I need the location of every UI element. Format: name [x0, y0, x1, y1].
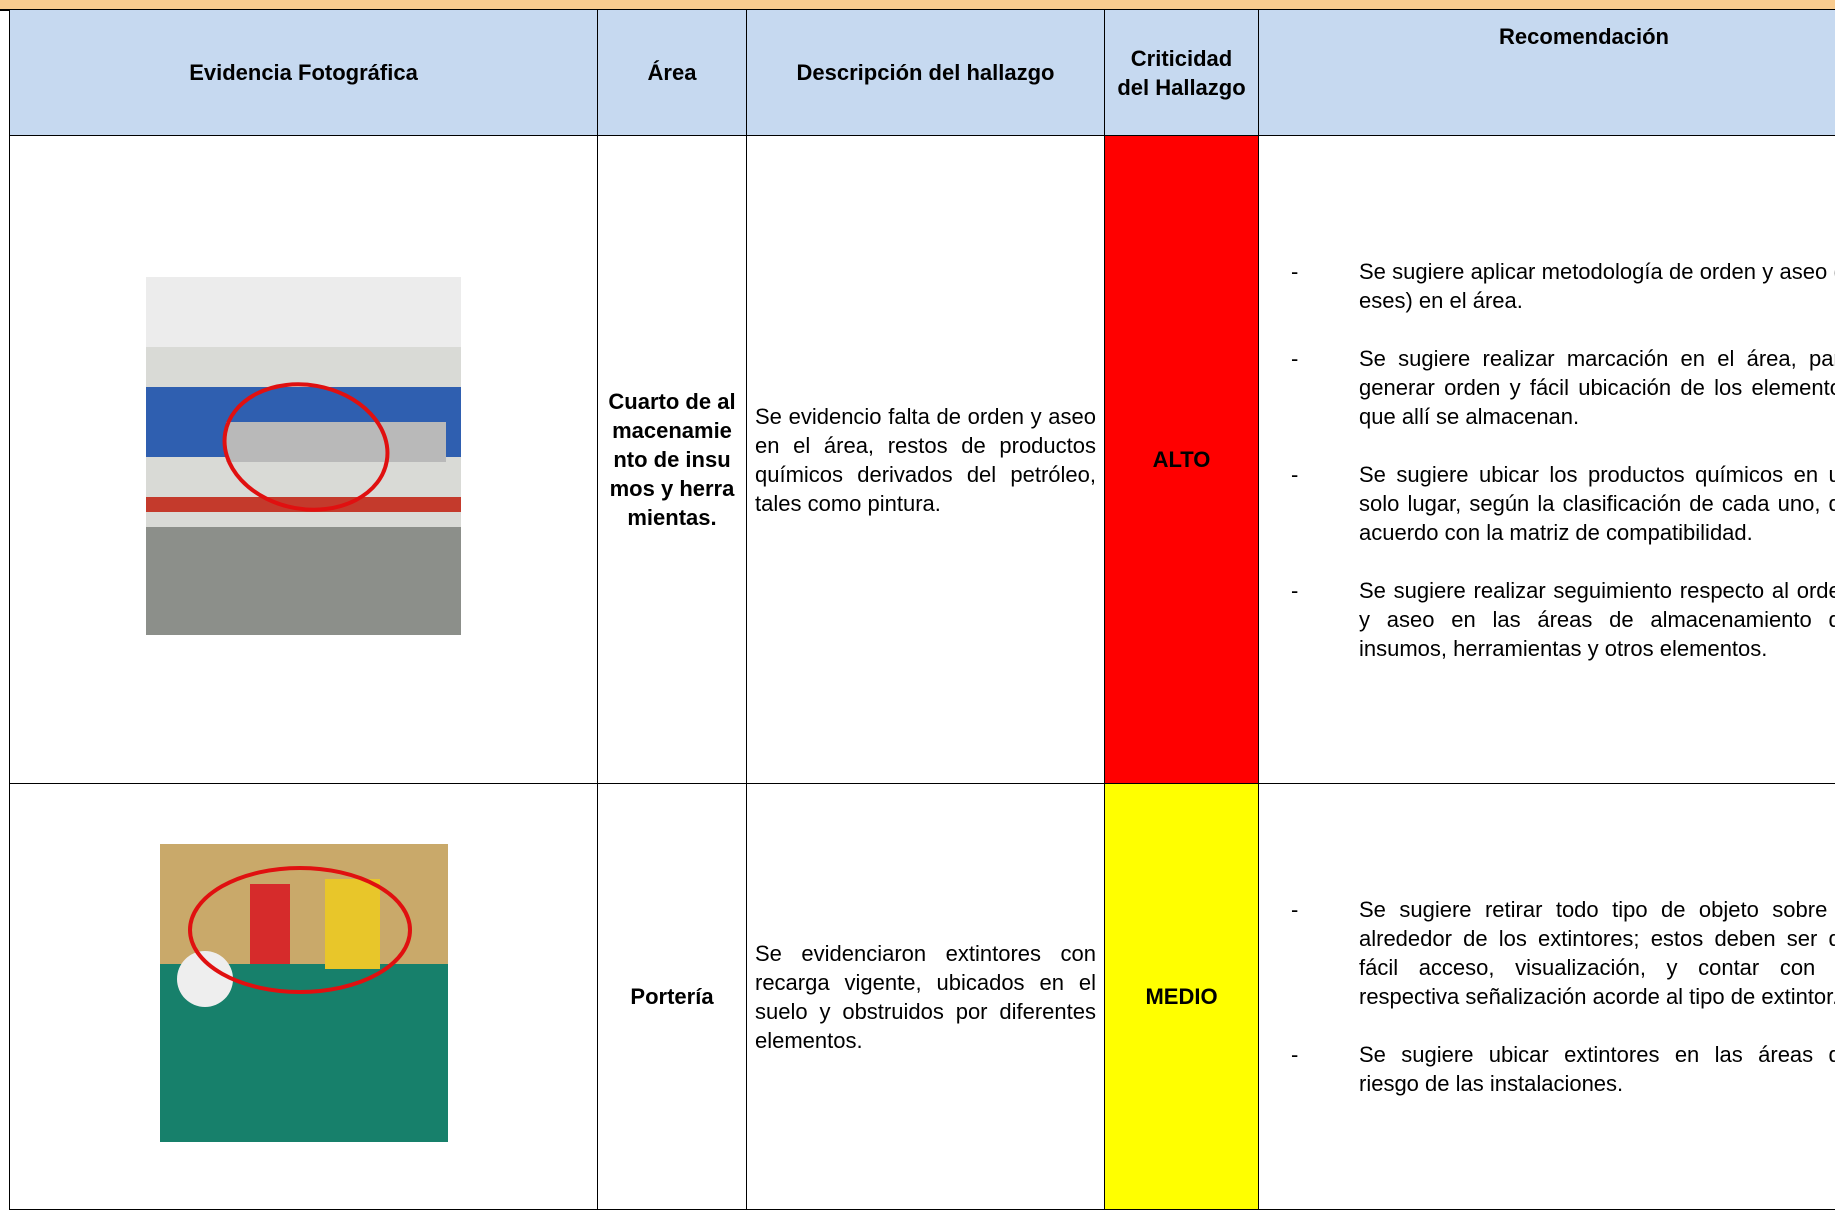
photo [146, 277, 461, 635]
criticality-cell: ALTO [1105, 136, 1259, 784]
recommendation: Se sugiere realizar marcación en el área… [1359, 344, 1835, 431]
recommendation-cell: Se sugiere retirar todo tipo de objeto s… [1259, 784, 1835, 1210]
recommendation: Se sugiere retirar todo tipo de objeto s… [1359, 895, 1835, 1011]
area-cell: Cuarto de almacenamiento de insumos y he… [598, 136, 747, 784]
recommendation: Se sugiere ubicar los productos químicos… [1359, 460, 1835, 547]
column-header: Evidencia Fotográfica [10, 10, 598, 136]
description-cell: Se evidenciaron extintores con recarga v… [747, 784, 1105, 1210]
column-header: Recomendación [1259, 10, 1835, 136]
criticality-cell: MEDIO [1105, 784, 1259, 1210]
recommendation-list: Se sugiere aplicar metodología de orden … [1267, 257, 1835, 663]
table-body: Cuarto de almacenamiento de insumos y he… [10, 136, 1835, 1210]
recommendation: Se sugiere ubicar extintores en las área… [1359, 1040, 1835, 1098]
column-header: Criticidad del Hallazgo [1105, 10, 1259, 136]
column-header: Descripción del hallazgo [747, 10, 1105, 136]
recommendation-cell: Se sugiere aplicar metodología de orden … [1259, 136, 1835, 784]
recommendation: Se sugiere realizar seguimiento respecto… [1359, 576, 1835, 663]
photo [160, 844, 448, 1142]
recommendation-list: Se sugiere retirar todo tipo de objeto s… [1267, 895, 1835, 1098]
photo-cell [10, 136, 598, 784]
recommendation: Se sugiere aplicar metodología de orden … [1359, 257, 1835, 315]
column-header: Área [598, 10, 747, 136]
description-cell: Se evidencio falta de orden y aseo en el… [747, 136, 1105, 784]
finding-row: Cuarto de almacenamiento de insumos y he… [10, 136, 1835, 784]
area-cell: Portería [598, 784, 747, 1210]
photo-cell [10, 784, 598, 1210]
